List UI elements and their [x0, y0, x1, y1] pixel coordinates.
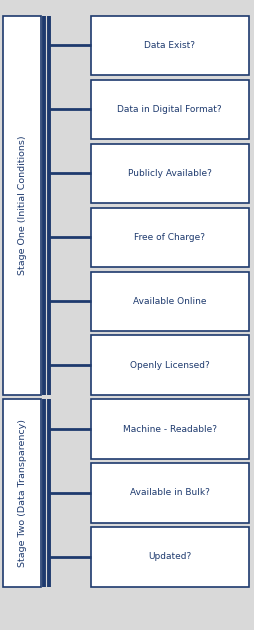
- FancyBboxPatch shape: [90, 527, 248, 587]
- Text: Updated?: Updated?: [147, 553, 190, 561]
- FancyBboxPatch shape: [3, 16, 41, 394]
- FancyBboxPatch shape: [3, 399, 41, 587]
- Text: Stage Two (Data Transparency): Stage Two (Data Transparency): [18, 419, 27, 567]
- FancyBboxPatch shape: [90, 144, 248, 203]
- FancyBboxPatch shape: [90, 16, 248, 75]
- Text: Data in Digital Format?: Data in Digital Format?: [117, 105, 221, 114]
- Text: Stage One (Initial Conditions): Stage One (Initial Conditions): [18, 135, 27, 275]
- Text: Available in Bulk?: Available in Bulk?: [129, 488, 209, 498]
- Text: Openly Licensed?: Openly Licensed?: [129, 360, 209, 370]
- Text: Publicly Available?: Publicly Available?: [127, 169, 211, 178]
- FancyBboxPatch shape: [90, 399, 248, 459]
- FancyBboxPatch shape: [90, 80, 248, 139]
- FancyBboxPatch shape: [90, 335, 248, 394]
- Text: Available Online: Available Online: [132, 297, 205, 306]
- FancyBboxPatch shape: [90, 464, 248, 522]
- Text: Machine - Readable?: Machine - Readable?: [122, 425, 216, 433]
- FancyBboxPatch shape: [90, 272, 248, 331]
- Text: Free of Charge?: Free of Charge?: [134, 232, 204, 242]
- Text: Data Exist?: Data Exist?: [144, 41, 194, 50]
- FancyBboxPatch shape: [90, 208, 248, 266]
